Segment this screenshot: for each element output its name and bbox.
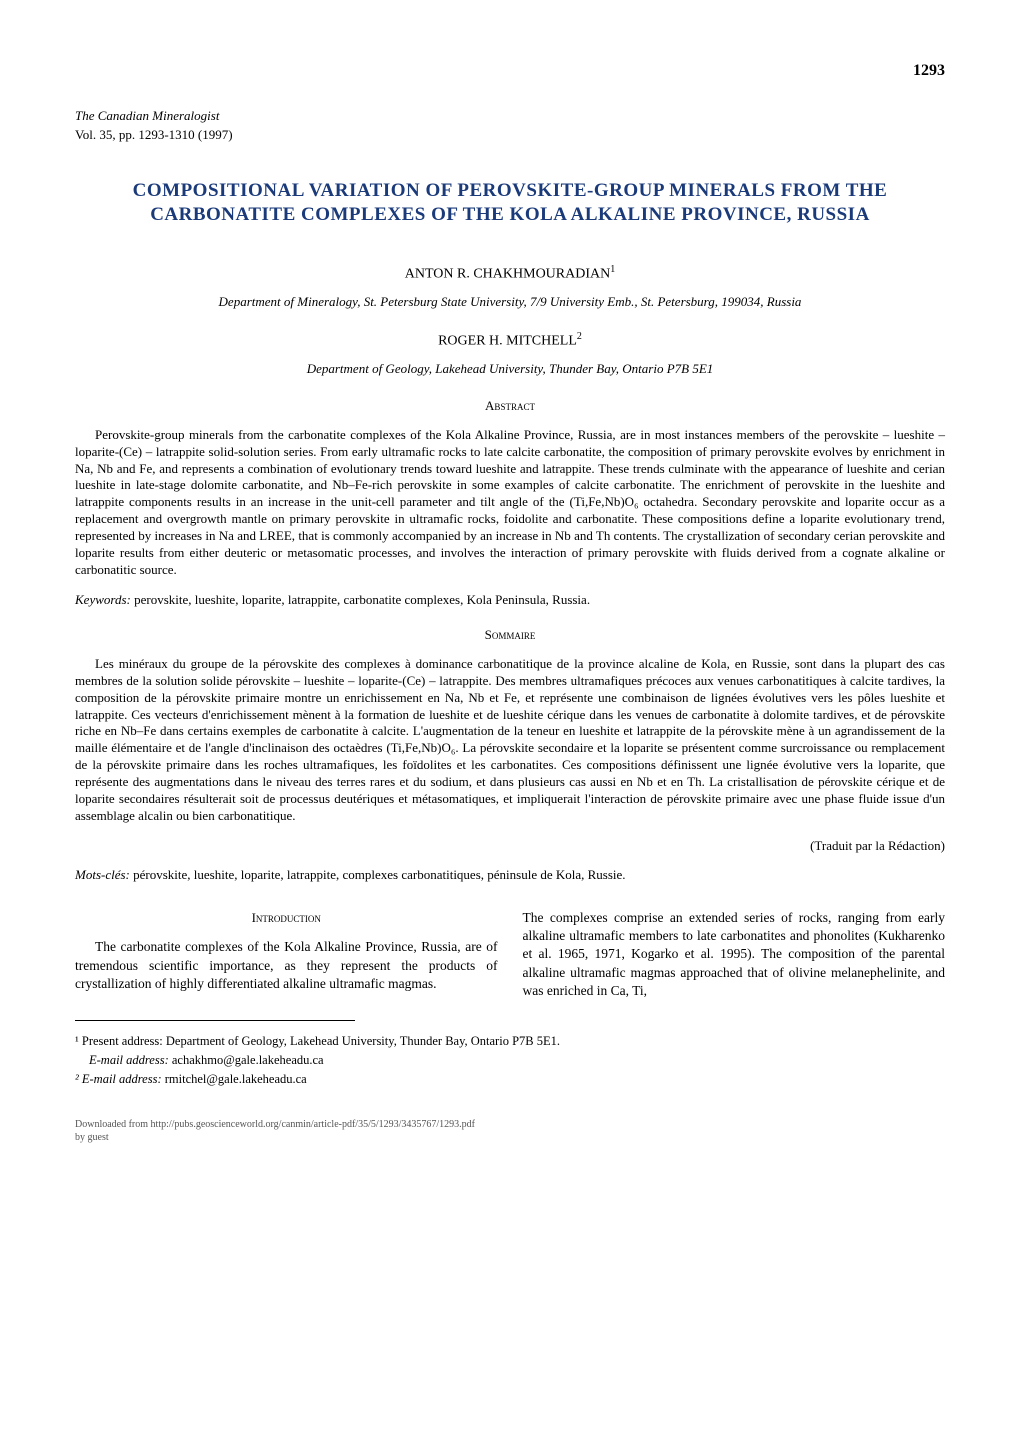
sommaire-heading: Sommaire [75, 626, 945, 644]
keywords-text: perovskite, lueshite, loparite, latrappi… [131, 592, 590, 607]
keywords: Keywords: perovskite, lueshite, loparite… [75, 591, 945, 609]
keywords-label: Keywords: [75, 592, 131, 607]
author-1-name: ANTON R. CHAKHMOURADIAN [405, 267, 610, 282]
download-line-2: by guest [75, 1131, 945, 1145]
volume-info: Vol. 35, pp. 1293-1310 (1997) [75, 126, 945, 144]
footnotes: ¹ Present address: Department of Geology… [75, 1033, 945, 1088]
footnote-separator [75, 1020, 355, 1021]
abstract-text: Perovskite-group minerals from the carbo… [75, 427, 945, 579]
author-2: ROGER H. MITCHELL2 [75, 330, 945, 352]
page-number: 1293 [75, 60, 945, 82]
author-2-sup: 2 [577, 331, 582, 342]
intro-left-text: The carbonatite complexes of the Kola Al… [75, 938, 498, 993]
download-line-1: Downloaded from http://pubs.geosciencewo… [75, 1118, 945, 1132]
email-2-value: rmitchel@gale.lakeheadu.ca [162, 1072, 307, 1086]
journal-name: The Canadian Mineralogist [75, 107, 945, 125]
mots-cles-label: Mots-clés: [75, 867, 130, 882]
footnote-1-email: E-mail address: achakhmo@gale.lakeheadu.… [89, 1052, 945, 1069]
abstract-heading: Abstract [75, 397, 945, 415]
introduction-columns: Introduction The carbonatite complexes o… [75, 909, 945, 1000]
column-right: The complexes comprise an extended serie… [523, 909, 946, 1000]
column-left: Introduction The carbonatite complexes o… [75, 909, 498, 1000]
mots-cles-text: pérovskite, lueshite, loparite, latrappi… [130, 867, 626, 882]
traduit-note: (Traduit par la Rédaction) [75, 837, 945, 855]
download-info: Downloaded from http://pubs.geosciencewo… [75, 1118, 945, 1145]
email-1-label: E-mail address: [89, 1053, 169, 1067]
footnote-1: ¹ Present address: Department of Geology… [75, 1033, 945, 1050]
email-1-value: achakhmo@gale.lakeheadu.ca [169, 1053, 324, 1067]
author-1-sup: 1 [610, 264, 615, 275]
sommaire-text: Les minéraux du groupe de la pérovskite … [75, 656, 945, 825]
intro-right-text: The complexes comprise an extended serie… [523, 909, 946, 1000]
introduction-heading: Introduction [75, 909, 498, 927]
article-title: COMPOSITIONAL VARIATION OF PEROVSKITE-GR… [75, 179, 945, 228]
author-1-affiliation: Department of Mineralogy, St. Petersburg… [75, 293, 945, 311]
footnote-2: ² E-mail address: rmitchel@gale.lakehead… [75, 1071, 945, 1088]
author-1: ANTON R. CHAKHMOURADIAN1 [75, 263, 945, 285]
mots-cles: Mots-clés: pérovskite, lueshite, loparit… [75, 866, 945, 884]
email-2-label: ² E-mail address: [75, 1072, 162, 1086]
author-2-name: ROGER H. MITCHELL [438, 334, 577, 349]
author-2-affiliation: Department of Geology, Lakehead Universi… [75, 360, 945, 378]
